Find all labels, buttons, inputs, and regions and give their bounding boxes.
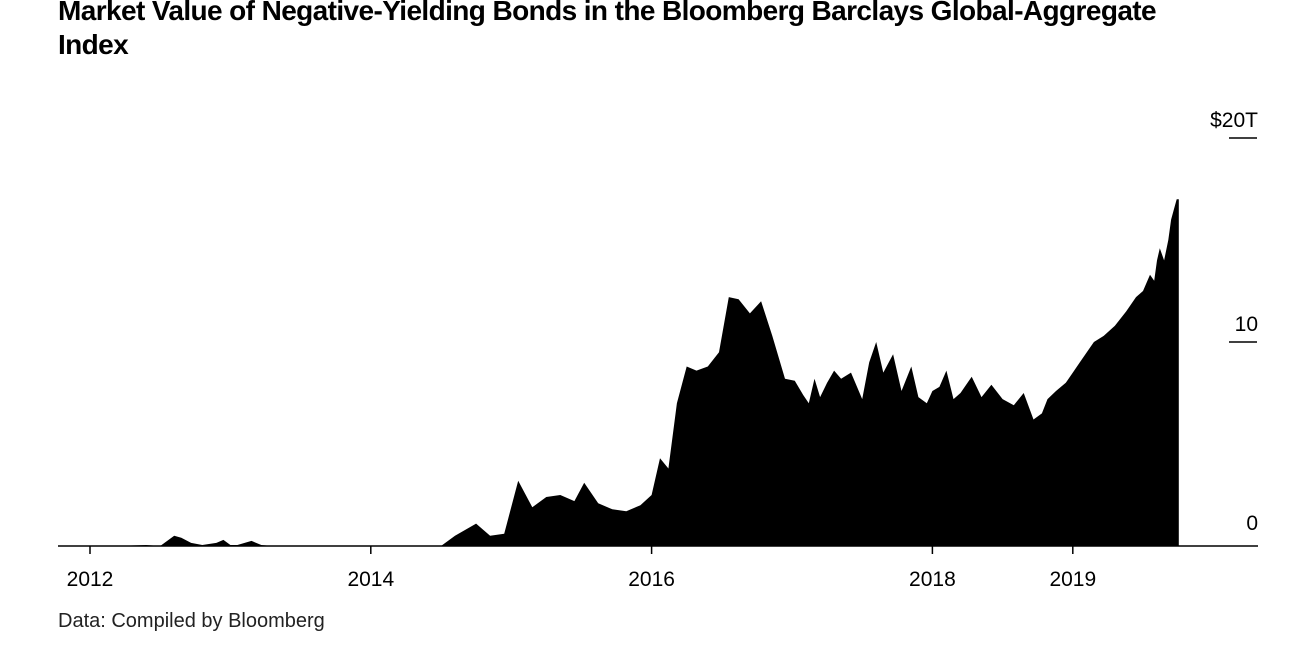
x-tick-label-2019: 2019	[1049, 568, 1096, 591]
source-note: Data: Compiled by Bloomberg	[58, 610, 325, 632]
chart-title: Market Value of Negative-Yielding Bonds …	[58, 0, 1157, 60]
y-axis-ticks: $20T 10 0	[1210, 109, 1258, 535]
series-area-0	[76, 199, 1179, 546]
area-layer	[76, 199, 1179, 546]
y-tick-label-20: $20T	[1210, 109, 1258, 132]
x-tick-label-2018: 2018	[909, 568, 956, 591]
x-tick-label-2012: 2012	[67, 568, 114, 591]
x-tick-label-2016: 2016	[628, 568, 675, 591]
y-tick-label-0: 0	[1246, 512, 1258, 535]
x-tick-label-2014: 2014	[347, 568, 394, 591]
x-axis-ticks: 2012 2014 2016 2018 2019	[67, 546, 1096, 591]
y-tick-label-10: 10	[1235, 313, 1258, 336]
